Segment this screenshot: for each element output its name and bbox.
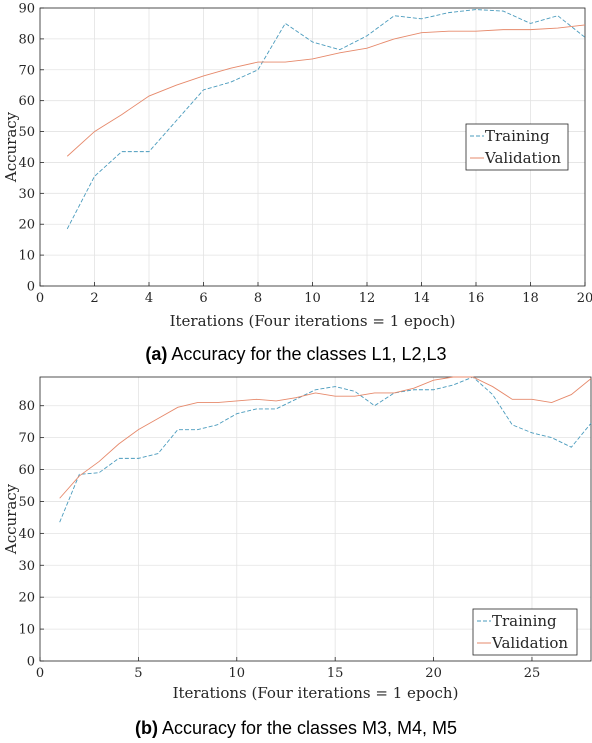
x-axis-label: Iterations (Four iterations = 1 epoch) xyxy=(173,684,459,702)
x-tick-label: 10 xyxy=(304,291,321,306)
y-tick-label: 30 xyxy=(18,559,35,574)
plot-frame xyxy=(39,376,592,662)
legend-box xyxy=(465,123,569,171)
x-tick-label: 6 xyxy=(199,291,207,306)
series-training xyxy=(66,9,586,230)
x-tick-label: 2 xyxy=(90,291,98,306)
y-tick-label: 90 xyxy=(18,2,35,17)
series-line-validation xyxy=(66,24,586,157)
y-tick-label: 10 xyxy=(18,623,35,638)
y-tick-label: 10 xyxy=(18,249,35,264)
y-tick-label: 0 xyxy=(27,655,35,670)
y-tick-label: 70 xyxy=(18,63,35,78)
legend-label-training: Training xyxy=(492,612,557,630)
y-tick-label: 50 xyxy=(18,125,35,140)
legend: Training Validation xyxy=(465,123,569,171)
y-tick-label: 20 xyxy=(18,218,35,233)
figure-caption: (a) Accuracy for the classes L1, L2,L3 xyxy=(145,344,446,364)
caption-label: (a) xyxy=(145,344,167,364)
series-validation xyxy=(66,24,586,157)
chart-a: 0 2 4 6 8 10 12 14 16 18 20 0 10 20 30 40 50 60 70 80 90 Iter… xyxy=(2,2,592,365)
series-line-validation xyxy=(59,376,592,499)
y-axis-label: Accuracy xyxy=(2,483,20,555)
caption-text: Accuracy for the classes M3, M4, M5 xyxy=(158,718,457,738)
x-tick-label: 14 xyxy=(413,291,430,306)
figure-caption: (b) Accuracy for the classes M3, M4, M5 xyxy=(135,718,457,738)
series-line-training xyxy=(66,9,586,230)
x-tick-label: 15 xyxy=(327,666,344,681)
x-axis-label: Iterations (Four iterations = 1 epoch) xyxy=(170,312,456,330)
y-tick-label: 30 xyxy=(18,187,35,202)
legend-label-validation: Validation xyxy=(491,634,568,652)
legend-label-training: Training xyxy=(485,127,550,145)
legend: Training Validation xyxy=(472,608,578,656)
y-tick-label: 0 xyxy=(27,280,35,295)
x-tick-label: 12 xyxy=(359,291,376,306)
x-tick-label: 0 xyxy=(36,291,44,306)
y-axis-label: Accuracy xyxy=(2,111,20,183)
x-tick-label: 0 xyxy=(36,666,44,681)
y-tick-label: 40 xyxy=(18,156,35,171)
y-tick-label: 20 xyxy=(18,591,35,606)
y-tick-label: 70 xyxy=(18,431,35,446)
chart-b: 0 5 10 15 20 25 0 10 20 30 40 50 60 70 80 Iterations (F… xyxy=(2,376,592,738)
x-tick-label: 5 xyxy=(134,666,142,681)
y-tick-label: 40 xyxy=(18,527,35,542)
x-tick-label: 20 xyxy=(577,291,592,306)
x-tick-label: 4 xyxy=(145,291,153,306)
x-tick-label: 10 xyxy=(229,666,246,681)
y-tick-label: 80 xyxy=(18,32,35,47)
caption-text: Accuracy for the classes L1, L2,L3 xyxy=(167,344,446,364)
series-validation xyxy=(59,376,592,499)
x-tick-label: 8 xyxy=(254,291,262,306)
x-tick-label: 20 xyxy=(425,666,442,681)
x-tick-label: 18 xyxy=(522,291,539,306)
x-tick-label: 25 xyxy=(524,666,541,681)
y-tick-label: 50 xyxy=(18,495,35,510)
legend-box xyxy=(472,608,578,656)
x-tick-label: 16 xyxy=(468,291,485,306)
caption-label: (b) xyxy=(135,718,158,738)
legend-label-validation: Validation xyxy=(484,149,561,167)
y-tick-label: 80 xyxy=(18,399,35,414)
y-tick-label: 60 xyxy=(18,463,35,478)
y-tick-label: 60 xyxy=(18,94,35,109)
